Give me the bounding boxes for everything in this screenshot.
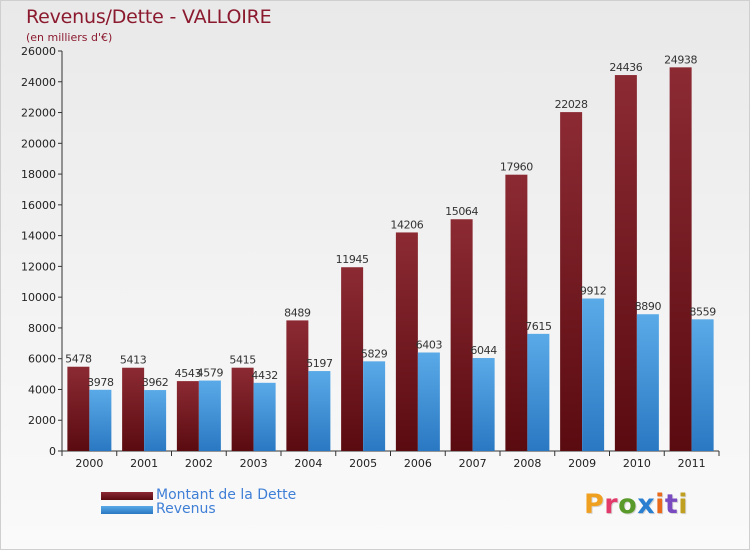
x-tick-label: 2008	[513, 457, 541, 470]
x-tick-label: 2010	[623, 457, 651, 470]
bar-debt	[505, 174, 528, 451]
brand-logo-letter: i	[678, 489, 689, 520]
bar-revenue	[417, 352, 440, 451]
y-tick-label: 2000	[28, 414, 56, 427]
data-label-revenue: 8559	[689, 305, 716, 318]
bar-revenue	[89, 389, 112, 451]
data-label-revenue: 6403	[416, 338, 443, 351]
data-label-revenue: 5197	[306, 357, 333, 370]
bar-revenue	[527, 333, 550, 451]
bar-revenue	[308, 371, 331, 451]
y-tick-label: 18000	[21, 168, 56, 181]
legend-swatch-revenue	[101, 506, 153, 514]
y-tick-label: 8000	[28, 322, 56, 335]
bar-debt	[395, 232, 418, 451]
x-tick-label: 2001	[130, 457, 158, 470]
y-tick-label: 26000	[21, 45, 56, 58]
data-label-debt: 5413	[120, 354, 147, 367]
data-label-debt: 5415	[229, 354, 256, 367]
y-tick-label: 16000	[21, 199, 56, 212]
bar-revenue	[636, 314, 659, 451]
x-tick-label: 2004	[294, 457, 322, 470]
x-tick-label: 2005	[349, 457, 377, 470]
bar-debt	[614, 75, 637, 452]
data-label-revenue: 3978	[87, 376, 114, 389]
x-tick-label: 2002	[185, 457, 213, 470]
brand-logo-letter: i	[655, 489, 665, 520]
data-label-debt: 17960	[500, 161, 533, 174]
data-label-debt: 24938	[664, 53, 697, 66]
data-label-debt: 14206	[390, 218, 423, 231]
y-tick-label: 6000	[28, 353, 56, 366]
bar-revenue	[144, 390, 167, 451]
brand-logo-letter: r	[604, 489, 619, 520]
data-label-revenue: 9912	[580, 285, 606, 298]
bar-revenue	[363, 361, 386, 451]
data-label-revenue: 3962	[142, 376, 168, 389]
y-tick-label: 22000	[21, 107, 56, 120]
bar-debt	[176, 381, 199, 451]
data-label-revenue: 5829	[361, 347, 388, 360]
brand-logo-letter: o	[618, 489, 638, 520]
x-tick-label: 2007	[459, 457, 487, 470]
legend-label-revenue: Revenus	[156, 501, 216, 517]
data-label-debt: 11945	[336, 253, 369, 266]
brand-logo-letter: P	[584, 489, 605, 520]
data-label-debt: 5478	[65, 353, 92, 366]
data-label-revenue: 8890	[635, 300, 662, 313]
bar-revenue	[582, 298, 605, 451]
data-label-revenue: 7615	[525, 320, 552, 333]
bar-revenue	[691, 319, 714, 451]
data-label-revenue: 4579	[197, 367, 224, 380]
x-tick-label: 2000	[75, 457, 103, 470]
bar-revenue	[198, 380, 221, 451]
data-label-revenue: 6044	[470, 344, 497, 357]
bar-debt	[669, 67, 692, 451]
y-tick-label: 14000	[21, 230, 56, 243]
y-tick-label: 20000	[21, 137, 56, 150]
y-tick-label: 12000	[21, 260, 56, 273]
data-label-debt: 4543	[175, 367, 202, 380]
x-tick-label: 2006	[404, 457, 432, 470]
data-label-revenue: 4432	[251, 369, 277, 382]
bar-revenue	[472, 358, 495, 451]
data-label-debt: 22028	[555, 98, 588, 111]
x-tick-label: 2009	[568, 457, 596, 470]
brand-logo-letter: t	[664, 489, 679, 520]
data-label-debt: 24436	[609, 61, 642, 74]
bar-debt	[341, 267, 364, 451]
bar-revenue	[253, 382, 276, 451]
y-tick-label: 4000	[28, 383, 56, 396]
x-tick-label: 2011	[678, 457, 706, 470]
y-tick-label: 10000	[21, 291, 56, 304]
legend-swatch-debt	[101, 492, 153, 500]
bar-debt	[67, 366, 90, 451]
legend-label-debt: Montant de la Dette	[156, 487, 297, 503]
chart-subtitle: (en milliers d'€)	[26, 31, 113, 44]
bar-debt	[560, 112, 583, 451]
brand-logo-letter: x	[637, 489, 656, 520]
bar-debt	[231, 367, 254, 451]
data-label-debt: 15064	[445, 205, 478, 218]
bar-debt	[286, 320, 309, 451]
brand-logo: Proxiti	[584, 488, 688, 522]
x-tick-label: 2003	[240, 457, 268, 470]
y-tick-label: 0	[49, 445, 56, 458]
data-label-debt: 8489	[284, 306, 311, 319]
chart-title: Revenus/Dette - VALLOIRE	[26, 6, 272, 28]
bar-debt	[450, 219, 473, 451]
y-tick-label: 24000	[21, 76, 56, 89]
bar-debt	[122, 367, 145, 451]
